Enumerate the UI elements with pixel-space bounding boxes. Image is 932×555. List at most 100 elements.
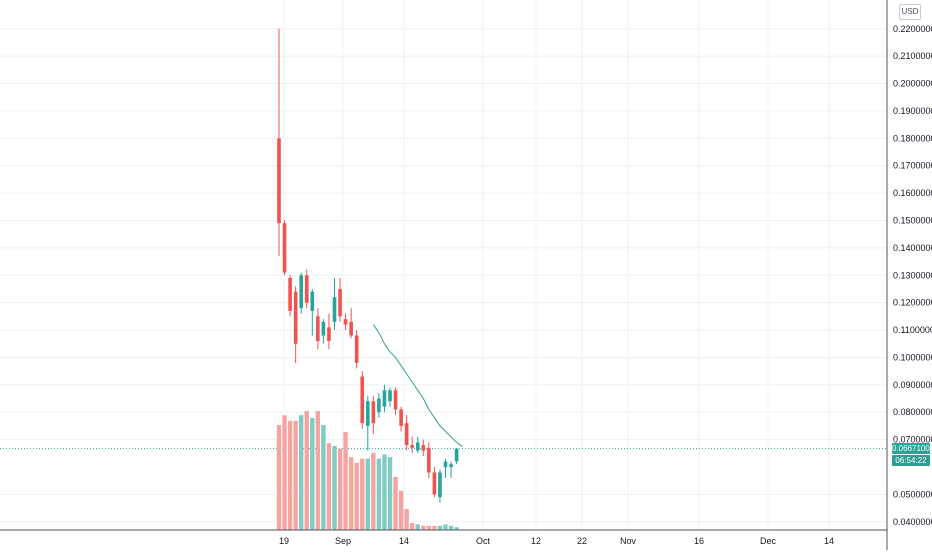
volume-bar <box>332 446 337 530</box>
candle-body <box>454 448 459 462</box>
volume-bar <box>454 527 459 530</box>
volume-bar <box>304 411 309 530</box>
volume-bar <box>432 525 437 530</box>
volume-bar <box>387 457 393 530</box>
candle-body <box>371 401 376 424</box>
volume-bar <box>382 454 387 530</box>
grid-lines <box>0 0 887 530</box>
volume-bar <box>293 420 298 530</box>
volume-bar <box>321 425 326 530</box>
time-tick-label: 16 <box>694 536 704 546</box>
candle-body <box>404 423 409 446</box>
volume-bar <box>326 443 332 530</box>
volume-bar <box>437 525 443 530</box>
volume-bar <box>443 524 448 530</box>
volume-bars <box>276 411 459 530</box>
candle-body <box>415 442 420 451</box>
candle-body <box>410 445 414 448</box>
candle-body <box>438 472 442 498</box>
candle-body <box>282 223 287 273</box>
time-tick-label: 14 <box>399 536 409 546</box>
volume-bar <box>365 458 370 530</box>
volume-bar <box>337 448 343 530</box>
time-tick-label: 22 <box>577 536 587 546</box>
time-tick-label: 19 <box>279 536 289 546</box>
price-tick-label: 0.20000000 <box>893 79 932 89</box>
volume-bar <box>343 432 348 530</box>
time-tick-label: Oct <box>476 536 491 546</box>
volume-bar <box>276 425 282 530</box>
candle-body <box>366 401 370 426</box>
candle-body <box>332 297 337 322</box>
candle-body <box>343 319 348 325</box>
price-tick-label: 0.07000000 <box>893 435 932 445</box>
candle-body <box>432 472 437 495</box>
volume-bar <box>410 523 415 530</box>
price-tick-label: 0.05000000 <box>893 489 932 499</box>
price-tick-label: 0.04000000 <box>893 517 932 527</box>
price-tick-label: 0.08000000 <box>893 407 932 417</box>
volume-bar <box>282 415 287 530</box>
time-tick-label: Dec <box>760 536 777 546</box>
volume-bar <box>426 525 432 530</box>
last-price-label: 0.06671000 <box>892 442 932 454</box>
candle-body <box>338 288 342 317</box>
moving-average-line <box>372 324 463 447</box>
candle-body <box>293 291 298 344</box>
candle-body <box>321 321 326 336</box>
volume-bar <box>360 458 365 530</box>
price-candles[interactable] <box>277 28 459 503</box>
price-tick-label: 0.14000000 <box>893 243 932 253</box>
volume-bar <box>404 509 409 530</box>
candle-body <box>304 275 309 303</box>
candle-body <box>377 398 381 413</box>
volume-bar <box>310 418 315 530</box>
price-tick-label: 0.12000000 <box>893 298 932 308</box>
candle-body <box>388 390 392 402</box>
volume-bar <box>393 476 398 530</box>
price-tick-label: 0.22000000 <box>893 24 932 34</box>
candle-body <box>316 316 320 342</box>
volume-bar <box>421 525 426 530</box>
candle-body <box>382 390 387 407</box>
candle-body <box>299 275 303 309</box>
price-tick-label: 0.15000000 <box>893 215 932 225</box>
candle-body <box>310 291 315 311</box>
volume-bar <box>415 524 420 530</box>
volume-bar <box>299 415 304 530</box>
candle-body <box>277 138 281 224</box>
volume-bar <box>348 457 354 530</box>
candle-body <box>393 390 398 410</box>
candle-body <box>449 464 453 468</box>
time-tick-label: Nov <box>620 536 637 546</box>
candle-body <box>327 327 331 342</box>
volume-bar <box>398 490 404 530</box>
candle-body <box>399 409 403 426</box>
price-tick-label: 0.21000000 <box>893 51 932 61</box>
time-tick-label: Sep <box>335 536 351 546</box>
volume-bar <box>371 453 376 530</box>
candle-body <box>354 335 359 363</box>
volume-bar <box>376 458 382 530</box>
time-tick-label: 14 <box>824 536 834 546</box>
price-tick-label: 0.11000000 <box>893 325 932 335</box>
price-tick-label: 0.13000000 <box>893 270 932 280</box>
candle-body <box>349 321 353 336</box>
candle-body <box>421 445 426 451</box>
bar-countdown-label: 06:54:22 <box>892 454 930 466</box>
price-tick-label: 0.19000000 <box>893 106 932 116</box>
currency-selector[interactable]: USD <box>899 4 921 20</box>
moving-average <box>372 324 463 447</box>
volume-bar <box>287 420 293 530</box>
price-tick-label: 0.09000000 <box>893 380 932 390</box>
candle-body <box>427 447 431 473</box>
volume-bar <box>448 525 454 530</box>
volume-bar <box>354 462 359 530</box>
price-tick-label: 0.17000000 <box>893 161 932 171</box>
price-tick-label: 0.16000000 <box>893 188 932 198</box>
candle-body <box>288 278 292 311</box>
volume-bar <box>315 411 321 530</box>
